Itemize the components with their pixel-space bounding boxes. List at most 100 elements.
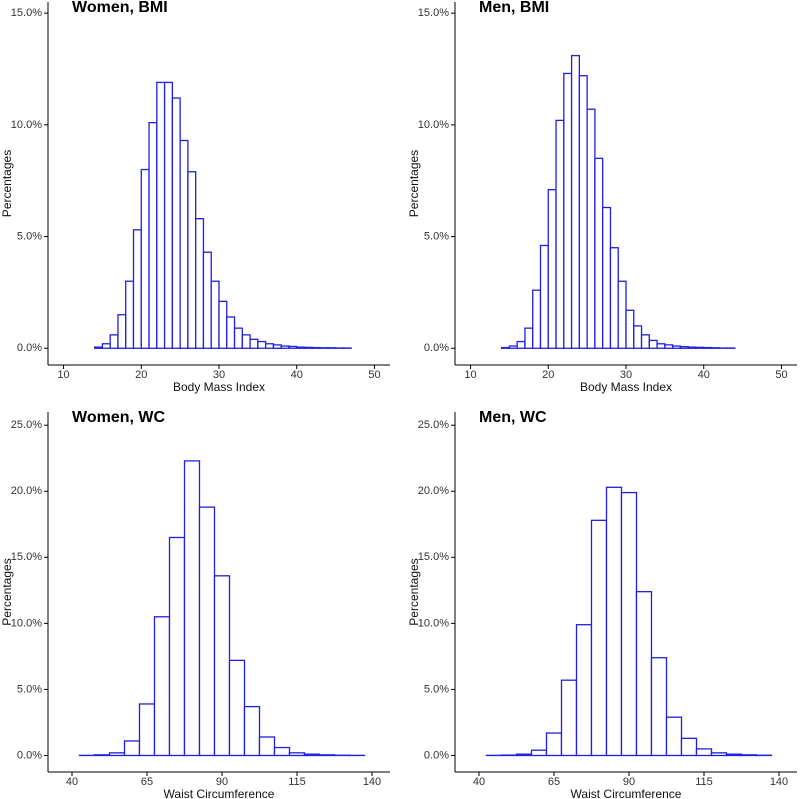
histogram-bar bbox=[288, 345, 298, 349]
x-tick-label: 115 bbox=[695, 776, 713, 788]
histogram-bar bbox=[117, 314, 127, 349]
y-tick-label: 5.0% bbox=[424, 683, 449, 695]
histogram-bar bbox=[515, 753, 533, 757]
histogram-bar bbox=[233, 327, 243, 349]
histogram-bar bbox=[93, 346, 104, 349]
y-axis-label: Percentages bbox=[0, 150, 14, 217]
y-tick-label: 5.0% bbox=[424, 230, 449, 242]
histogram-bar bbox=[725, 753, 743, 757]
histogram-bar bbox=[210, 280, 220, 349]
y-axis-label: Percentages bbox=[407, 558, 421, 625]
y-axis-label: Percentages bbox=[0, 558, 14, 625]
histogram-bar bbox=[530, 749, 548, 757]
histogram-bar bbox=[213, 575, 231, 757]
x-tick-label: 40 bbox=[66, 776, 78, 788]
y-tick-label: 15.0% bbox=[11, 7, 42, 19]
x-axis-label: Waist Circumference bbox=[164, 787, 275, 799]
histogram-bar bbox=[202, 251, 212, 349]
y-tick-label: 20.0% bbox=[11, 485, 42, 497]
histogram-bar bbox=[243, 705, 261, 757]
x-axis-label: Body Mass Index bbox=[580, 380, 672, 394]
x-tick-label: 20 bbox=[135, 369, 147, 381]
histogram-bar bbox=[620, 491, 638, 757]
histogram-bar bbox=[163, 81, 174, 349]
histogram-bar bbox=[249, 338, 259, 349]
histogram-bar bbox=[280, 345, 290, 349]
y-tick-label: 25.0% bbox=[11, 419, 42, 431]
histogram-bar bbox=[664, 344, 674, 349]
x-tick-label: 90 bbox=[623, 776, 635, 788]
histogram-bar bbox=[226, 316, 236, 349]
histogram-bar bbox=[273, 746, 291, 757]
x-tick-label: 30 bbox=[213, 369, 225, 381]
histogram-bar bbox=[590, 519, 608, 757]
histogram-bar bbox=[539, 244, 549, 349]
histogram-bar bbox=[679, 346, 689, 349]
x-tick-label: 40 bbox=[473, 776, 485, 788]
histogram-bar bbox=[198, 506, 216, 757]
x-axis-label: Body Mass Index bbox=[173, 380, 265, 394]
histogram-bar bbox=[148, 121, 158, 349]
x-tick-label: 20 bbox=[542, 369, 554, 381]
histogram-bar bbox=[109, 334, 119, 349]
histogram-bar bbox=[545, 732, 563, 757]
y-tick-label: 20.0% bbox=[418, 485, 449, 497]
histogram-bar bbox=[257, 340, 267, 349]
histogram-bar bbox=[303, 346, 313, 349]
histogram-bar bbox=[650, 657, 668, 757]
histogram-bar bbox=[547, 188, 557, 349]
histogram-bar bbox=[586, 108, 596, 349]
histogram-bar bbox=[132, 229, 142, 349]
histogram-bar bbox=[125, 280, 135, 349]
x-tick-label: 40 bbox=[698, 369, 710, 381]
y-tick-label: 25.0% bbox=[418, 419, 449, 431]
histogram-bar bbox=[602, 206, 612, 349]
y-tick-label: 15.0% bbox=[418, 7, 449, 19]
histogram-bar bbox=[500, 346, 511, 349]
histogram-bar bbox=[318, 754, 336, 757]
histogram-bar bbox=[168, 536, 186, 757]
histogram-bar bbox=[153, 616, 171, 757]
x-tick-label: 65 bbox=[548, 776, 560, 788]
histogram-bar bbox=[258, 736, 276, 757]
histogram-bar bbox=[311, 346, 321, 349]
histogram-bar bbox=[695, 346, 705, 349]
histogram-bar bbox=[648, 339, 658, 349]
histogram-bar bbox=[740, 754, 758, 757]
y-tick-label: 0.0% bbox=[17, 342, 42, 354]
histogram-bar bbox=[710, 752, 728, 757]
histogram-bar bbox=[171, 97, 181, 349]
histogram-bar bbox=[665, 716, 683, 757]
histogram-bar bbox=[241, 334, 251, 349]
y-axis-label: Percentages bbox=[407, 150, 421, 217]
histogram-bar bbox=[633, 325, 643, 349]
histogram-bar bbox=[123, 740, 141, 757]
y-tick-label: 0.0% bbox=[17, 749, 42, 761]
x-tick-label: 10 bbox=[57, 369, 69, 381]
histogram-bar bbox=[187, 171, 197, 349]
y-tick-label: 0.0% bbox=[424, 342, 449, 354]
chart-title: Women, BMI bbox=[72, 0, 168, 16]
histogram-bar bbox=[695, 748, 713, 757]
y-tick-label: 10.0% bbox=[418, 119, 449, 131]
y-tick-label: 5.0% bbox=[17, 683, 42, 695]
histogram-bar bbox=[138, 703, 156, 757]
histogram-bar bbox=[516, 340, 526, 349]
histogram-bar bbox=[605, 486, 623, 757]
histogram-bar bbox=[179, 139, 189, 349]
y-tick-label: 10.0% bbox=[11, 119, 42, 131]
histogram-bar bbox=[228, 659, 246, 757]
histogram-bar bbox=[218, 300, 228, 349]
x-tick-label: 115 bbox=[288, 776, 306, 788]
y-tick-label: 10.0% bbox=[11, 617, 42, 629]
histogram-bar bbox=[183, 460, 201, 757]
histogram-bar bbox=[101, 343, 111, 349]
histogram-bar bbox=[524, 327, 534, 349]
histogram-bar bbox=[140, 168, 150, 349]
histogram-bar bbox=[264, 343, 275, 349]
histogram-bar bbox=[296, 346, 306, 349]
histogram-bar bbox=[640, 334, 650, 349]
x-tick-label: 10 bbox=[464, 369, 476, 381]
histogram-bar bbox=[575, 624, 593, 757]
histogram-bar bbox=[195, 218, 205, 349]
